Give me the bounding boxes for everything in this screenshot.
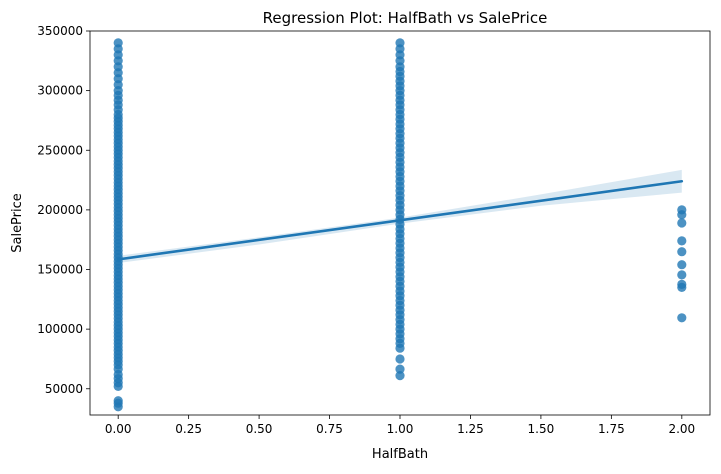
x-tick-label: 0.75 <box>316 422 343 436</box>
data-point <box>395 364 405 374</box>
y-axis: 50000 100000 150000 200000 250000 300000 35000… <box>37 24 90 396</box>
data-point <box>395 38 405 48</box>
y-tick-label: 350000 <box>37 24 83 38</box>
x-axis: 0.00 0.25 0.50 0.75 1.00 1.25 1.50 1.75 2.00 <box>105 415 695 436</box>
regression-line <box>116 179 684 261</box>
x-tick-label: 2.00 <box>668 422 695 436</box>
y-tick-label: 100000 <box>37 322 83 336</box>
x-tick-label: 1.00 <box>387 422 414 436</box>
x-tick-label: 0.50 <box>246 422 273 436</box>
data-point <box>113 396 123 406</box>
y-tick-label: 300000 <box>37 84 83 98</box>
data-point <box>677 247 687 257</box>
regression-line-layer <box>116 179 684 261</box>
data-point <box>677 270 687 280</box>
data-point <box>395 354 405 364</box>
x-tick-label: 1.50 <box>528 422 555 436</box>
data-point <box>113 38 123 48</box>
x-tick-label: 1.25 <box>457 422 484 436</box>
data-point <box>677 279 687 289</box>
data-point <box>677 260 687 270</box>
y-tick-label: 200000 <box>37 203 83 217</box>
data-point <box>677 236 687 246</box>
x-axis-label: HalfBath <box>372 447 428 462</box>
y-axis-label: SalePrice <box>10 193 25 253</box>
chart-title: Regression Plot: HalfBath vs SalePrice <box>263 9 548 27</box>
data-point <box>677 218 687 228</box>
y-tick-label: 50000 <box>45 382 83 396</box>
y-tick-label: 150000 <box>37 263 83 277</box>
points-layer <box>113 38 687 412</box>
x-tick-label: 1.75 <box>598 422 625 436</box>
data-point <box>395 371 405 381</box>
y-tick-label: 250000 <box>37 143 83 157</box>
data-point <box>677 205 687 215</box>
x-tick-label: 0.00 <box>105 422 132 436</box>
x-tick-label: 0.25 <box>175 422 202 436</box>
data-point <box>677 313 687 323</box>
